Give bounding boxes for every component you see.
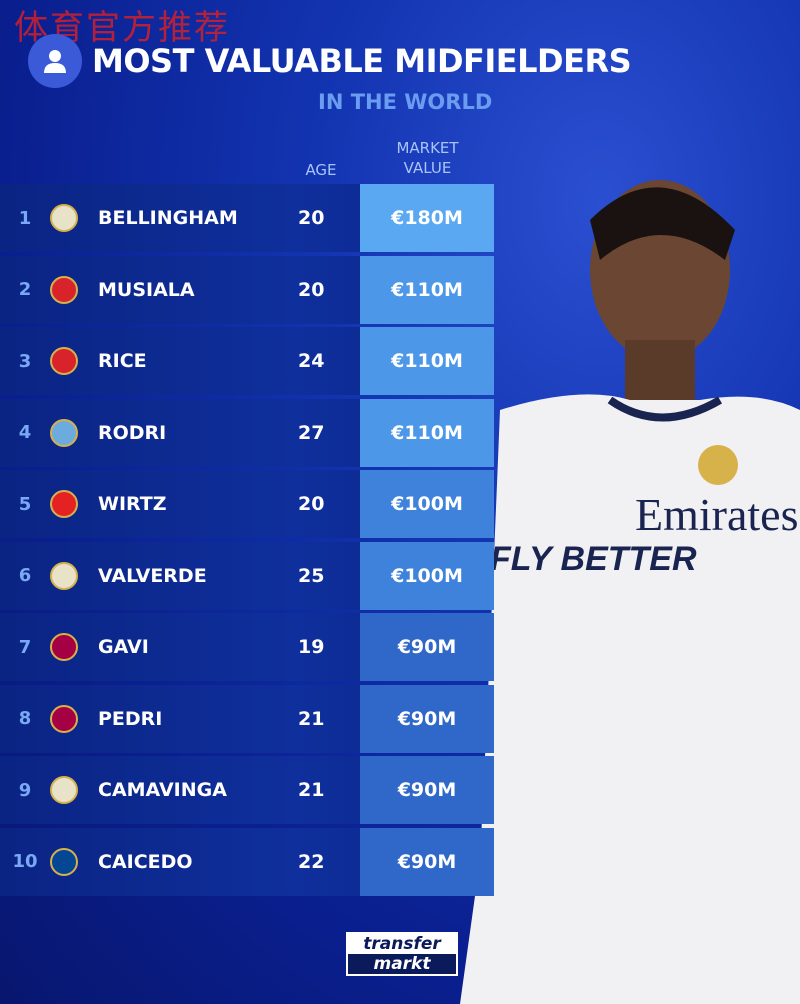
market-value: €180M — [360, 184, 494, 252]
market-value: €110M — [360, 255, 494, 324]
player-age: 20 — [298, 207, 325, 229]
player-name: VALVERDE — [98, 564, 207, 587]
player-image: Emirates FLY BETTER — [460, 180, 800, 1004]
player-name: MUSIALA — [98, 278, 195, 301]
table-row: 1 BELLINGHAM 20 €180M — [0, 184, 494, 252]
player-name: RODRI — [98, 421, 167, 444]
club-crest-icon — [50, 704, 78, 733]
player-age: 22 — [298, 850, 325, 873]
player-age: 19 — [298, 636, 325, 658]
player-name: PEDRI — [98, 707, 163, 730]
table-row: 8 PEDRI 21 €90M — [0, 684, 494, 753]
header: MOST VALUABLE MIDFIELDERS — [28, 34, 632, 88]
market-value: €110M — [360, 327, 494, 395]
table-row: 5 WIRTZ 20 €100M — [0, 470, 494, 538]
market-value: €90M — [360, 613, 494, 681]
column-header-age: AGE — [305, 161, 337, 179]
table-row: 10 CAICEDO 22 €90M — [0, 827, 494, 896]
player-name: GAVI — [98, 636, 149, 658]
player-name: CAICEDO — [98, 850, 193, 873]
table-row: 2 MUSIALA 20 €110M — [0, 255, 494, 324]
club-crest-icon — [50, 561, 78, 590]
logo-line2: markt — [373, 954, 431, 974]
market-value: €90M — [360, 827, 494, 896]
player-age: 21 — [298, 707, 325, 730]
column-header-value: MARKET VALUE — [380, 138, 475, 178]
shirt-sponsor: Emirates — [635, 489, 799, 540]
real-madrid-crest-icon — [698, 445, 738, 485]
player-age: 20 — [298, 493, 325, 515]
rank: 3 — [18, 350, 32, 372]
rank: 8 — [18, 708, 32, 729]
person-icon — [28, 34, 82, 88]
rank: 10 — [12, 851, 38, 872]
table-row: 9 CAMAVINGA 21 €90M — [0, 756, 494, 824]
market-value: €90M — [360, 684, 494, 753]
rank: 7 — [18, 636, 32, 658]
club-crest-icon — [50, 347, 78, 375]
rank: 4 — [18, 422, 32, 443]
player-name: RICE — [98, 350, 147, 372]
player-name: WIRTZ — [98, 493, 167, 515]
shirt-slogan: FLY BETTER — [490, 540, 697, 578]
rank: 5 — [18, 493, 32, 515]
player-age: 25 — [298, 564, 325, 587]
logo-line1: transfer — [348, 934, 456, 954]
club-crest-icon — [50, 204, 78, 232]
club-crest-icon — [50, 847, 78, 876]
column-header-value-line1: MARKET — [396, 139, 459, 157]
club-crest-icon — [50, 633, 78, 661]
rank: 6 — [18, 565, 32, 586]
table-row: 7 GAVI 19 €90M — [0, 613, 494, 681]
market-value: €110M — [360, 398, 494, 467]
column-header-value-line2: VALUE — [403, 159, 452, 177]
club-crest-icon — [50, 776, 78, 804]
rank: 2 — [18, 279, 32, 300]
player-age: 24 — [298, 350, 325, 372]
market-value: €100M — [360, 470, 494, 538]
market-value: €90M — [360, 756, 494, 824]
rank: 9 — [18, 779, 32, 801]
player-name: BELLINGHAM — [98, 207, 238, 229]
market-value: €100M — [360, 541, 494, 610]
player-age: 27 — [298, 421, 325, 444]
player-name: CAMAVINGA — [98, 779, 227, 801]
transfermarkt-logo: transfer markt — [346, 932, 458, 976]
table-row: 4 RODRI 27 €110M — [0, 398, 494, 467]
page-subtitle: IN THE WORLD — [318, 90, 493, 114]
table-row: 3 RICE 24 €110M — [0, 327, 494, 395]
rank: 1 — [18, 207, 32, 229]
club-crest-icon — [50, 490, 78, 518]
player-age: 20 — [298, 278, 325, 301]
ranking-table: 1 BELLINGHAM 20 €180M 2 MUSIALA 20 €110M 3… — [0, 184, 494, 899]
page-title: MOST VALUABLE MIDFIELDERS — [92, 42, 632, 80]
player-age: 21 — [298, 779, 325, 801]
club-crest-icon — [50, 275, 78, 304]
table-row: 6 VALVERDE 25 €100M — [0, 541, 494, 610]
club-crest-icon — [50, 418, 78, 447]
